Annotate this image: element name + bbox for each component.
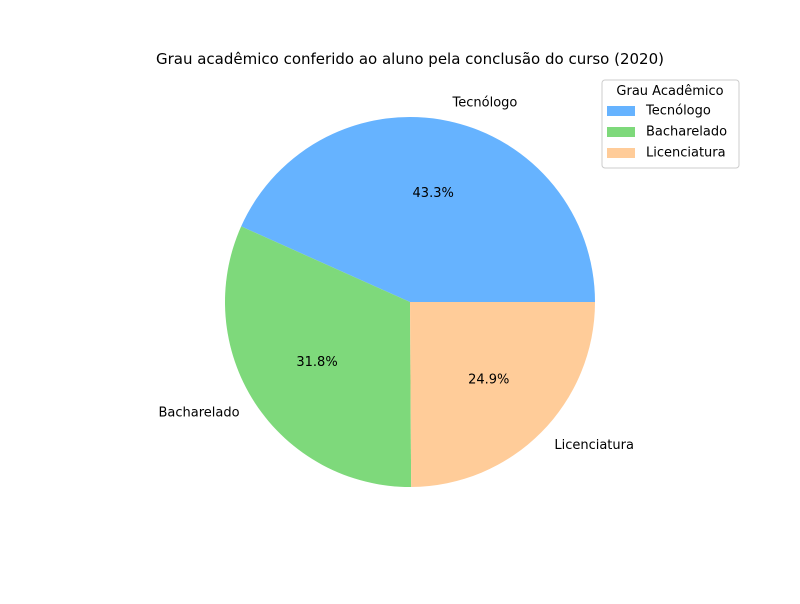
pie-slice-bacharelado — [225, 226, 412, 488]
labels-layer: 43.3% Tecnólogo 31.8% Bacharelado 24.9% Licen… — [158, 95, 634, 452]
chart-title: Grau acadêmico conferido ao aluno pela c… — [156, 50, 664, 68]
legend-swatch-licenciatura — [607, 148, 635, 158]
legend-title: Grau Acadêmico — [616, 84, 723, 99]
legend-frame — [601, 79, 740, 169]
legend-swatch-bacharelado — [607, 127, 635, 137]
legend-label-tecnologo: Tecnólogo — [645, 104, 711, 119]
legend-label-bacharelado: Bacharelado — [646, 125, 727, 140]
pie-slice-label-bacharelado: Bacharelado — [158, 406, 239, 421]
legend-label-licenciatura: Licenciatura — [646, 146, 726, 161]
pie-pct-label-tecnologo: 43.3% — [413, 186, 454, 201]
pie-pct-label-licenciatura: 24.9% — [468, 373, 509, 388]
slices-layer — [225, 116, 596, 488]
legend-entries: Tecnólogo Bacharelado Licenciatura — [607, 104, 727, 161]
pie-pct-label-bacharelado: 31.8% — [296, 355, 337, 370]
legend-swatch-tecnologo — [607, 106, 635, 116]
pie-slice-label-licenciatura: Licenciatura — [554, 438, 634, 453]
legend: Grau Acadêmico Tecnólogo Bacharelado Licen… — [601, 79, 740, 169]
pie-slice-label-tecnologo: Tecnólogo — [452, 95, 518, 110]
pie-slice-licenciatura — [410, 302, 595, 487]
pie-slice-tecnologo — [241, 116, 596, 302]
